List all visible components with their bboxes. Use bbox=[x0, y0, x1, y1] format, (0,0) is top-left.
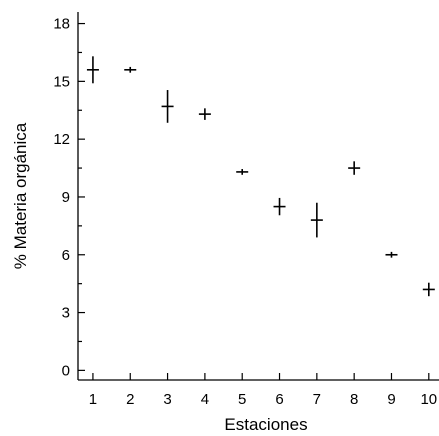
x-tick-label: 10 bbox=[420, 391, 437, 408]
data-point bbox=[86, 56, 99, 84]
y-tick-label: 0 bbox=[62, 362, 70, 379]
y-tick-label: 3 bbox=[62, 305, 70, 322]
x-tick-label: 2 bbox=[126, 391, 134, 408]
data-point bbox=[198, 108, 211, 120]
y-tick-label: 12 bbox=[53, 131, 70, 148]
x-tick-label: 4 bbox=[201, 391, 209, 408]
x-tick-label: 7 bbox=[313, 391, 321, 408]
data-point bbox=[385, 251, 398, 258]
data-point bbox=[422, 282, 435, 297]
y-tick-label: 15 bbox=[53, 73, 70, 90]
data-point bbox=[348, 161, 361, 175]
x-tick-label: 9 bbox=[387, 391, 395, 408]
y-tick-label: 9 bbox=[62, 189, 70, 206]
x-tick-label: 1 bbox=[89, 391, 97, 408]
x-tick-label: 5 bbox=[238, 391, 246, 408]
y-axis-ticks: 0 3 6 9 12 15 18 bbox=[53, 16, 85, 379]
y-tick-label: 18 bbox=[53, 16, 70, 33]
x-tick-label: 6 bbox=[275, 391, 283, 408]
data-point bbox=[273, 197, 286, 216]
x-axis-title: Estaciones bbox=[224, 415, 307, 434]
data-point bbox=[124, 66, 137, 73]
data-points bbox=[86, 56, 435, 297]
x-axis-ticks: 1 2 3 4 5 6 7 8 9 10 bbox=[89, 373, 437, 408]
data-point bbox=[236, 169, 249, 175]
data-point bbox=[161, 90, 174, 123]
data-point bbox=[310, 202, 323, 238]
y-axis-title: % Materia orgánica bbox=[11, 122, 30, 269]
x-tick-label: 8 bbox=[350, 391, 358, 408]
x-tick-label: 3 bbox=[163, 391, 171, 408]
y-tick-label: 6 bbox=[62, 247, 70, 264]
